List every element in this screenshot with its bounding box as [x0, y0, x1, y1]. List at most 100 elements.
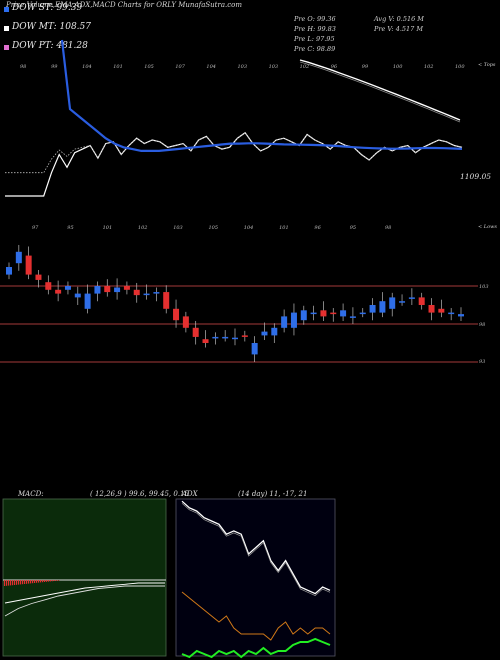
- lowLabels-4: 103: [173, 225, 183, 231]
- legend-label-st: DOW ST: 99.39: [12, 3, 83, 13]
- candle-body-20: [202, 339, 209, 343]
- candle-body-46: [458, 314, 464, 317]
- macd-hist-14: [32, 580, 34, 584]
- topLabels-6: 104: [206, 64, 216, 70]
- candle-body-34: [340, 310, 347, 317]
- ema-blue-line: [60, 39, 463, 152]
- candle-body-28: [281, 316, 288, 328]
- macd-hist-19: [42, 580, 44, 583]
- candle-body-39: [389, 297, 396, 309]
- adx-params: (14 day) 11, -17, 21: [238, 490, 308, 498]
- macd-line-1: [4, 585, 165, 617]
- candle-body-0: [6, 267, 12, 275]
- stat-high: Pre H: 99.83: [294, 25, 336, 33]
- level-label-103: 103: [479, 284, 489, 290]
- macd-hist-13: [30, 580, 32, 584]
- candle-body-16: [163, 292, 170, 309]
- lowLabels-7: 101: [279, 225, 289, 231]
- candle-body-6: [64, 286, 71, 290]
- macd-hist-7: [18, 580, 20, 585]
- adx-orange-line: [181, 591, 331, 641]
- candle-body-1: [15, 251, 22, 264]
- topLabels-0: 98: [20, 64, 27, 70]
- candle-body-45: [448, 312, 455, 315]
- stat-close: Pre C: 98.89: [294, 45, 336, 53]
- candle-body-29: [290, 312, 297, 328]
- candle-body-21: [212, 336, 219, 339]
- candle-body-15: [153, 292, 160, 294]
- adx-label: ADX: [182, 490, 198, 498]
- long-term-line-a: [299, 59, 461, 121]
- macd-hist-8: [20, 580, 22, 585]
- adx-line: [181, 500, 331, 595]
- candle-body-40: [399, 301, 406, 303]
- macd-params: ( 12,26,9 ) 99.6, 99.45, 0.15: [90, 490, 189, 498]
- candle-body-25: [251, 343, 258, 355]
- macd-hist-15: [34, 580, 36, 583]
- lowLabels-5: 105: [208, 225, 219, 231]
- macd-line-0: [4, 582, 165, 604]
- topLabels-4: 105: [144, 64, 154, 70]
- topLabels-5: 107: [175, 64, 185, 70]
- lowLabels-6: 104: [243, 225, 254, 231]
- lowLabels-8: 96: [314, 225, 321, 231]
- macd-hist-24: [52, 580, 54, 582]
- candle-body-24: [241, 335, 248, 337]
- topLabels-8: 103: [268, 64, 279, 70]
- ema-price-label: 1109.05: [460, 172, 492, 181]
- candle-corner-label: < Lows: [478, 224, 497, 230]
- macd-hist-11: [26, 580, 28, 584]
- candle-body-23: [232, 337, 238, 340]
- lowLabels-1: 95: [67, 225, 74, 231]
- candle-body-36: [359, 312, 366, 315]
- adx-green-line: [181, 637, 331, 659]
- candle-body-44: [438, 308, 445, 313]
- candle-body-17: [173, 308, 180, 321]
- stat-open: Pre O: 99.36: [294, 15, 336, 23]
- candle-body-14: [143, 293, 150, 296]
- candle-body-43: [428, 305, 435, 313]
- adx-panel-bg: [175, 498, 336, 657]
- legend-swatch-st: [4, 7, 9, 12]
- lowLabels-2: 101: [102, 225, 113, 231]
- macd-hist-2: [8, 580, 10, 586]
- topLabels-14: 100: [455, 64, 465, 70]
- stat-avg-volume: Avg V: 0.516 M: [374, 15, 424, 23]
- macd-hist-6: [16, 580, 18, 585]
- legend-label-mt: DOW MT: 108.57: [12, 22, 91, 32]
- candle-body-32: [320, 310, 327, 317]
- topLabels-3: 101: [113, 64, 123, 70]
- macd-hist-3: [10, 580, 12, 586]
- candle-body-30: [300, 310, 307, 321]
- adx-line-shadow: [181, 502, 331, 597]
- lowLabels-0: 97: [32, 225, 39, 231]
- macd-hist-12: [28, 580, 30, 584]
- candle-body-22: [222, 336, 229, 339]
- candle-body-31: [310, 312, 317, 315]
- macd-hist-18: [40, 580, 42, 583]
- macd-hist-4: [12, 580, 14, 586]
- candle-body-5: [55, 289, 62, 294]
- legend-label-pt: DOW PT: 481.28: [12, 41, 88, 51]
- topLabels-11: 99: [361, 64, 369, 70]
- candle-body-2: [25, 255, 32, 275]
- level-label-93: 93: [479, 359, 486, 365]
- macd-hist-1: [6, 580, 8, 586]
- macd-hist-10: [24, 580, 26, 584]
- candle-body-13: [133, 289, 140, 296]
- macd-hist-20: [44, 580, 46, 582]
- candle-body-3: [35, 274, 42, 280]
- candle-body-4: [45, 282, 52, 290]
- candle-body-41: [408, 297, 415, 299]
- candle-body-10: [104, 286, 111, 293]
- topLabels-10: 96: [330, 64, 338, 70]
- legend-swatch-pt: [4, 45, 9, 50]
- candle-body-27: [271, 327, 278, 336]
- chart-title: Price,Volume,EMA,ADX,MACD Charts for ORL…: [6, 1, 243, 9]
- macd-hist-9: [22, 580, 24, 585]
- macd-hist-17: [38, 580, 40, 583]
- macd-panel-bg: [2, 498, 167, 657]
- macd-hist-16: [36, 580, 38, 583]
